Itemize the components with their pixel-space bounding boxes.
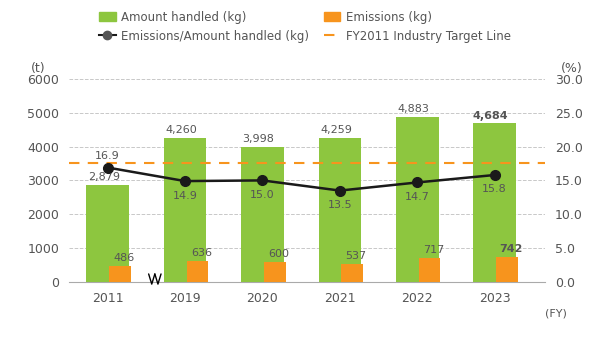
Text: 600: 600 [268, 249, 289, 259]
Text: 4,883: 4,883 [398, 104, 429, 114]
Legend: Amount handled (kg), Emissions/Amount handled (kg), Emissions (kg), FY2011 Indus: Amount handled (kg), Emissions/Amount ha… [95, 6, 515, 47]
Bar [419, 258, 440, 282]
Bar [241, 147, 284, 282]
Bar [264, 262, 285, 282]
Text: 14.9: 14.9 [173, 191, 198, 201]
Text: 636: 636 [191, 248, 212, 258]
Text: 4,259: 4,259 [320, 125, 352, 135]
Text: 2,879: 2,879 [88, 172, 120, 182]
Bar [396, 117, 439, 282]
Bar [496, 257, 518, 282]
Bar [342, 264, 363, 282]
Text: 4,684: 4,684 [473, 111, 509, 121]
Text: 486: 486 [113, 253, 135, 263]
Text: (t): (t) [31, 62, 46, 75]
Text: (FY): (FY) [545, 309, 567, 319]
Text: 717: 717 [423, 245, 444, 255]
Bar [187, 261, 208, 282]
Text: 3,998: 3,998 [243, 134, 274, 144]
Bar [473, 123, 516, 282]
Text: 537: 537 [345, 251, 367, 261]
Text: 4,260: 4,260 [165, 125, 197, 135]
Text: 15.0: 15.0 [250, 190, 274, 200]
Bar [87, 185, 129, 282]
Text: 16.9: 16.9 [95, 151, 120, 162]
Text: 742: 742 [499, 244, 523, 254]
Bar [163, 138, 206, 282]
Bar [109, 266, 131, 282]
Text: 13.5: 13.5 [328, 200, 352, 210]
Text: (%): (%) [561, 62, 583, 75]
Text: 14.7: 14.7 [405, 192, 429, 202]
Bar [318, 138, 361, 282]
Text: 15.8: 15.8 [483, 185, 507, 194]
